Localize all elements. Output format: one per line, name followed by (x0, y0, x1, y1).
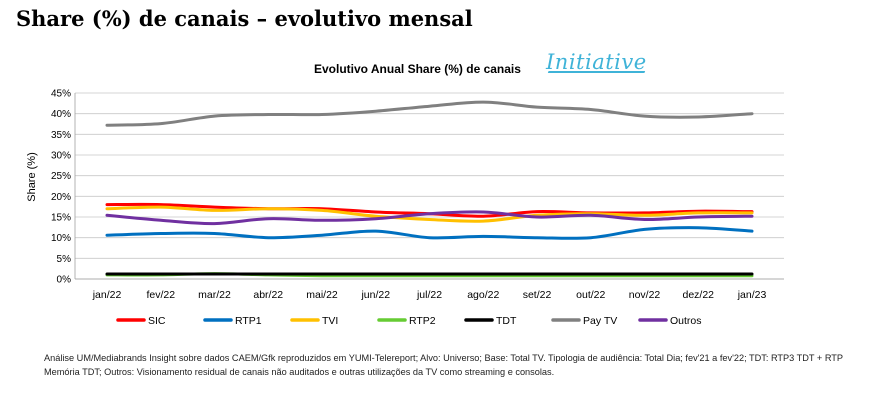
x-tick-label: jun/22 (360, 289, 390, 301)
x-tick-label: fev/22 (146, 289, 175, 301)
legend-label-outros: Outros (670, 315, 702, 327)
series-line-rtp1 (105, 226, 754, 240)
series-lines (105, 100, 754, 278)
x-tick-label: ago/22 (467, 289, 499, 301)
y-tick-label: 30% (51, 151, 71, 162)
chart-title: Evolutivo Anual Share (%) de canais (314, 62, 521, 76)
y-tick-label: 15% (51, 213, 71, 224)
legend-label-pay-tv: Pay TV (583, 315, 617, 327)
x-tick-label: set/22 (523, 289, 552, 301)
logo-text: Initiative (546, 50, 647, 74)
y-tick-label: 0% (57, 275, 72, 286)
legend-label-tdt: TDT (496, 315, 517, 327)
x-tick-label: abr/22 (253, 289, 283, 301)
x-tick-label: jan/23 (737, 289, 767, 301)
x-tick-label: mar/22 (198, 289, 231, 301)
series-line-tvi (105, 205, 754, 223)
axes: 0% 5% 10% 15% 20% 25% 30% 35% 40% 45% jan/22 fev/22… (51, 89, 784, 301)
footnote: Análise UM/Mediabrands Insight sobre dad… (44, 353, 843, 377)
x-tick-label: nov/22 (629, 289, 661, 301)
y-tick-label: 35% (51, 130, 71, 141)
y-tick-label: 40% (51, 109, 71, 120)
x-tick-label: jul/22 (416, 289, 442, 301)
series-line-pay-tv (105, 100, 754, 127)
line-chart: 0% 5% 10% 15% 20% 25% 30% 35% 40% 45% jan/22 fev/22… (26, 89, 784, 327)
legend-label-sic: SIC (148, 315, 166, 327)
y-tick-label: 10% (51, 233, 71, 244)
page-title: Share (%) de canais – evolutivo mensal (16, 6, 473, 31)
x-tick-label: dez/22 (682, 289, 714, 301)
y-tick-label: 5% (57, 254, 72, 265)
x-tick-label: mai/22 (306, 289, 338, 301)
x-tick-label: out/22 (576, 289, 605, 301)
legend-label-rtp1: RTP1 (235, 315, 262, 327)
legend: SIC RTP1 TVI RTP2 TDT Pay TV Outros (116, 315, 702, 327)
y-tick-label: 20% (51, 192, 71, 203)
series-line-outros (105, 210, 754, 226)
y-tick-label: 45% (51, 89, 71, 100)
x-tick-label: jan/22 (92, 289, 122, 301)
y-axis-label: Share (%) (26, 152, 38, 202)
legend-label-rtp2: RTP2 (409, 315, 436, 327)
y-tick-label: 25% (51, 171, 71, 182)
initiative-logo: Initiative (546, 50, 647, 74)
legend-label-tvi: TVI (322, 315, 338, 327)
